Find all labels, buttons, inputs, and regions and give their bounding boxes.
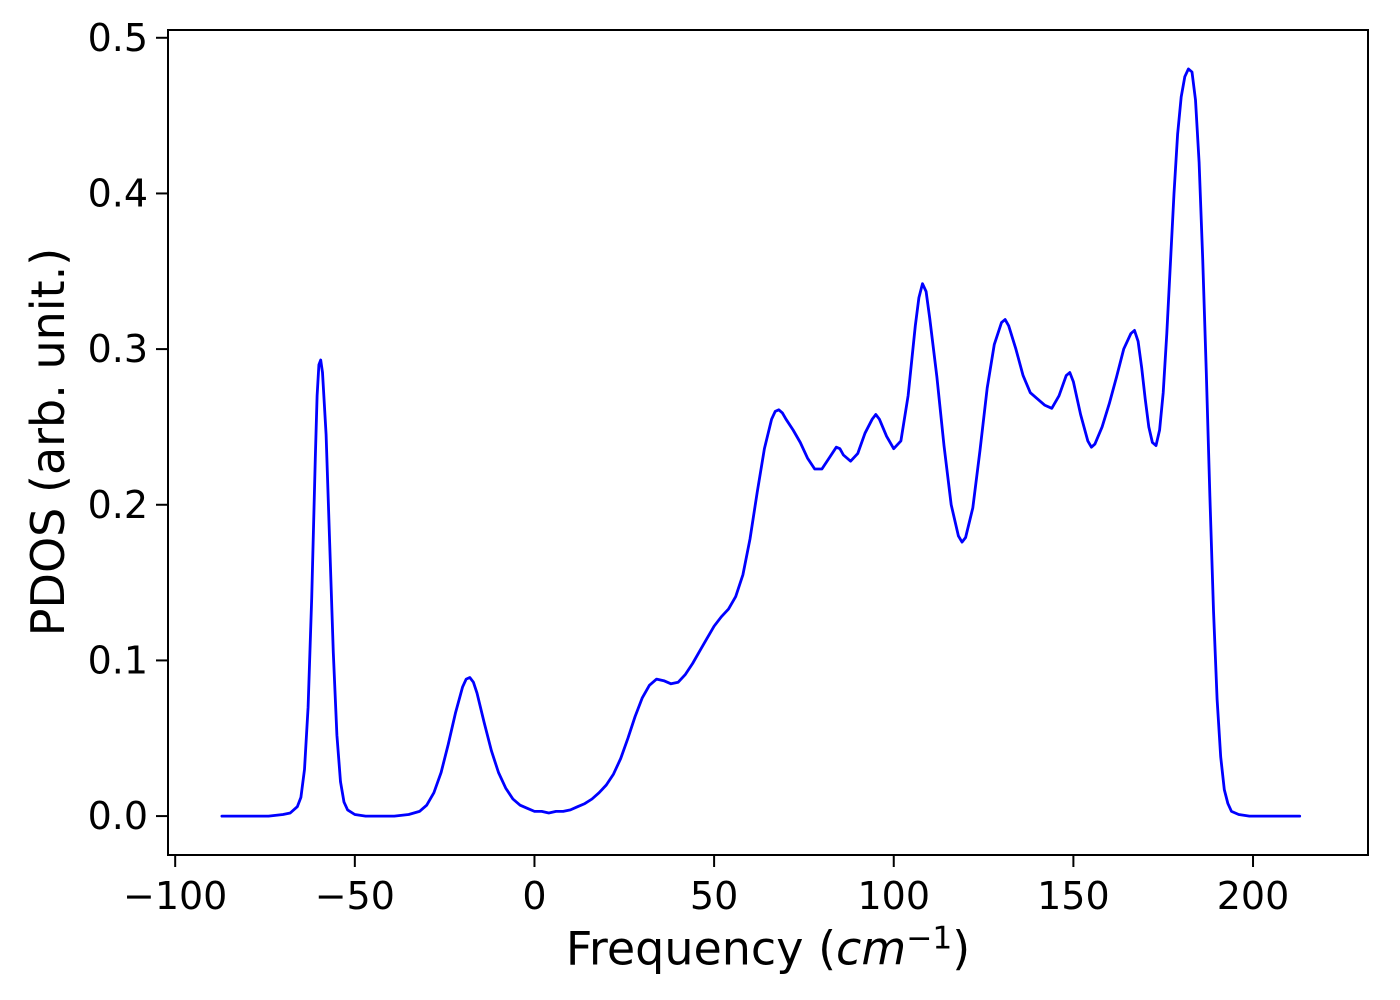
x-axis-label-suffix: ) [952, 921, 971, 976]
y-tick-label: 0.1 [88, 638, 148, 682]
x-tick-label: 100 [857, 874, 930, 918]
x-tick-label: −100 [123, 874, 227, 918]
y-tick-label: 0.3 [88, 327, 148, 371]
y-tick-label: 0.0 [88, 794, 148, 838]
x-axis-label-superscript: −1 [906, 920, 953, 957]
x-tick-label: 200 [1217, 874, 1290, 918]
y-tick-label: 0.2 [88, 483, 148, 527]
x-tick-label: 50 [690, 874, 738, 918]
pdos-line [220, 67, 1302, 818]
x-tick-label: −50 [315, 874, 395, 918]
x-axis-label-prefix: Frequency ( [565, 921, 837, 976]
y-tick-label: 0.5 [88, 16, 148, 60]
x-tick-label: 0 [522, 874, 546, 918]
x-axis-label-math: cm [836, 921, 907, 976]
plot-area-spines [167, 29, 1369, 856]
y-tick-label: 0.4 [88, 171, 148, 215]
x-tick-label: 150 [1037, 874, 1110, 918]
y-axis-label: PDOS (arb. unit.) [21, 247, 75, 637]
x-axis-label: Frequency (cm−1) [566, 920, 970, 975]
